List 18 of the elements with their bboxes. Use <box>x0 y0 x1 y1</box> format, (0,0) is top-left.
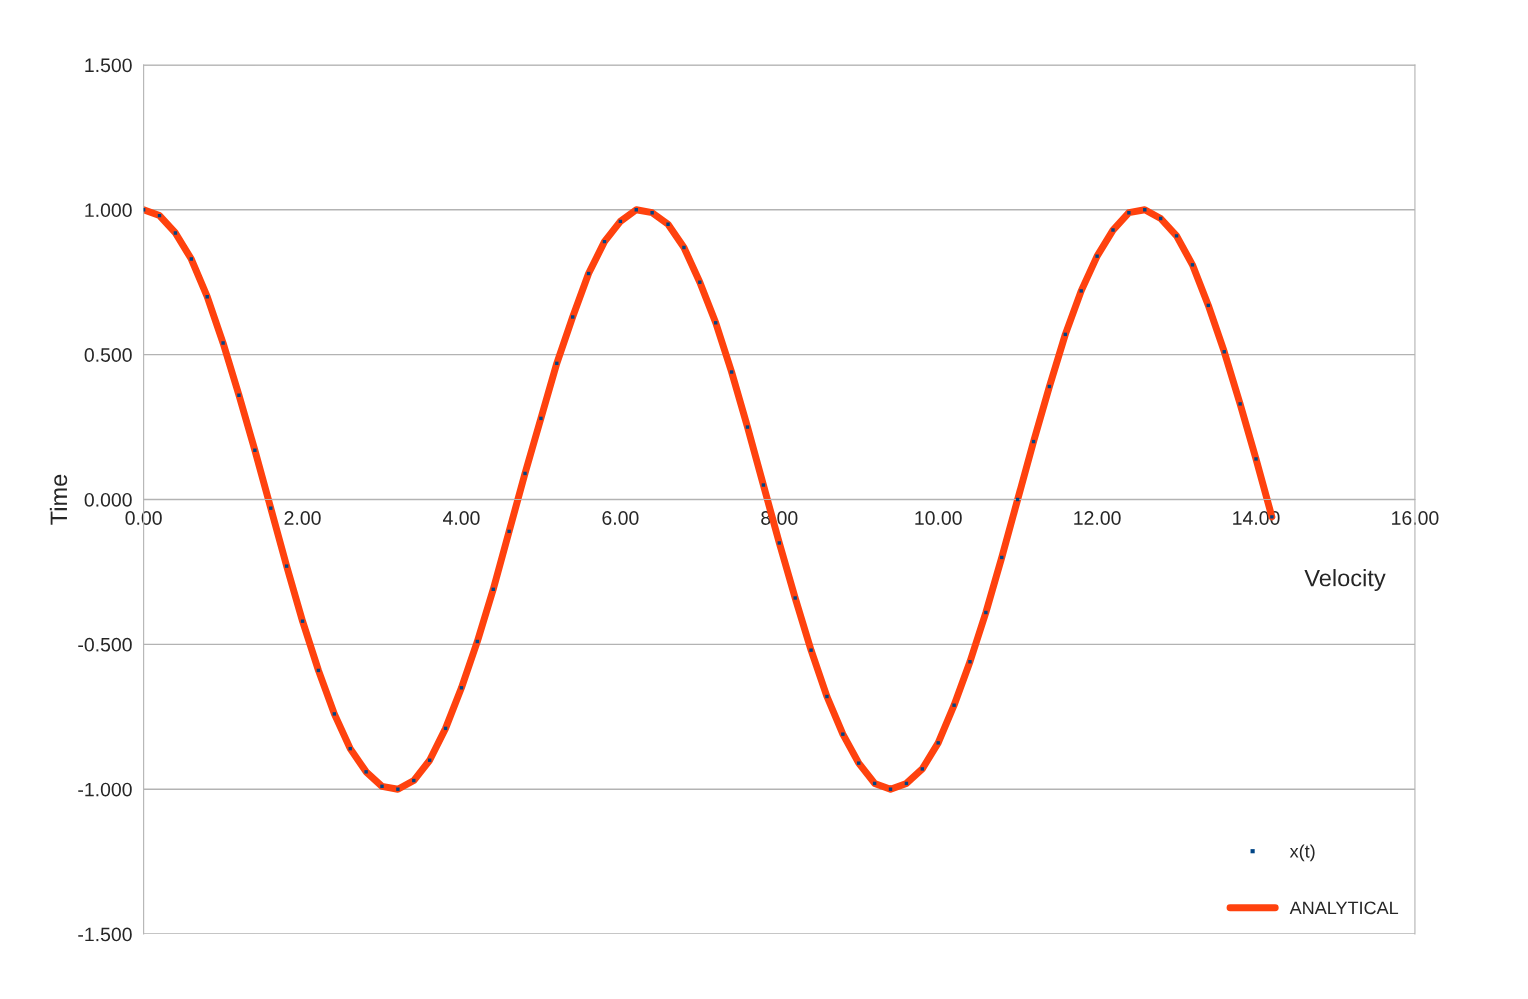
legend-label: ANALYTICAL <box>1289 901 1399 915</box>
x-axis-title: Velocity <box>1304 569 1386 592</box>
y-tick-label: 0.500 <box>84 348 132 362</box>
legend-label: x(t) <box>1289 844 1315 862</box>
y-axis-title: Time <box>49 474 68 525</box>
x-tick-label: 4.00 <box>442 511 480 525</box>
y-tick-label: -1.000 <box>78 782 132 797</box>
y-tick-label: 1.000 <box>85 203 132 218</box>
y-tick-label: 1.500 <box>85 58 132 73</box>
x-tick-label: 10.00 <box>915 511 962 525</box>
x-tick-label: 2.00 <box>284 511 321 525</box>
x-tick-label: 16.00 <box>1392 511 1439 525</box>
x-tick-label: 0.00 <box>125 511 162 525</box>
x-tick-label: 12.00 <box>1074 511 1121 525</box>
x-tick-label: 6.00 <box>602 511 639 525</box>
y-tick-label: -0.500 <box>78 637 132 652</box>
y-tick-label: -1.500 <box>78 927 132 942</box>
y-tick-label: 0.000 <box>84 492 132 507</box>
